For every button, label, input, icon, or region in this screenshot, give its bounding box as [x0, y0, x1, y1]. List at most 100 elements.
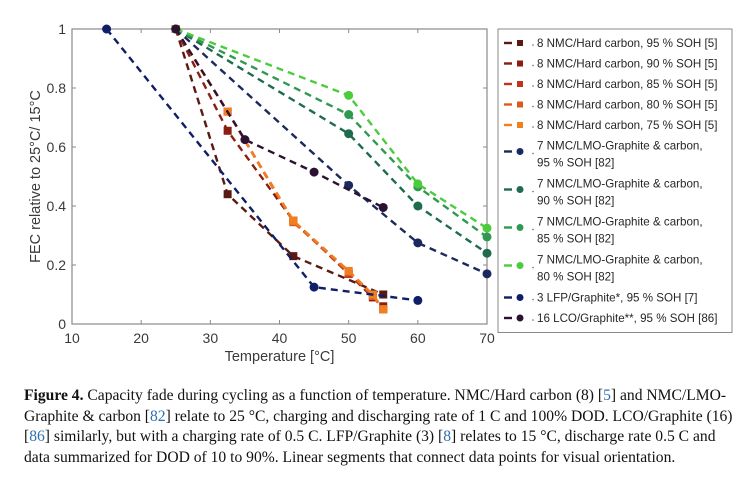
legend-dot — [532, 266, 534, 269]
data-point — [344, 90, 354, 100]
legend-label: 8 NMC/Hard carbon, 85 % SOH [5] — [537, 78, 717, 91]
legend-marker — [516, 314, 524, 322]
data-point — [482, 248, 492, 258]
x-tick-label: 10 — [64, 330, 80, 346]
legend-label: 7 NMC/LMO-Graphite & carbon, — [537, 254, 703, 267]
x-axis-label: Temperature [°C] — [225, 349, 335, 365]
legend-dot — [532, 126, 534, 128]
data-point — [413, 295, 423, 305]
citation-link[interactable]: 5 — [603, 387, 611, 404]
data-point — [309, 167, 319, 177]
x-tick-label: 40 — [272, 330, 288, 346]
x-tick-label: 30 — [203, 330, 219, 346]
legend-entry: 3 LFP/Graphite*, 95 % SOH [7] — [504, 292, 697, 305]
legend-label: 7 NMC/LMO-Graphite & carbon, — [537, 140, 703, 153]
caption-body: Capacity fade during cycling as a functi… — [24, 387, 733, 466]
data-point — [223, 190, 232, 199]
legend-dot — [532, 85, 534, 87]
legend-label: 8 NMC/Hard carbon, 80 % SOH [5] — [537, 99, 717, 112]
legend-label: 80 % SOH [82] — [537, 271, 614, 284]
legend-marker — [516, 294, 524, 301]
data-point — [482, 223, 492, 233]
y-tick-label: 0.6 — [47, 139, 67, 155]
legend-entry: 8 NMC/Hard carbon, 80 % SOH [5] — [504, 99, 717, 112]
legend-label: 8 NMC/Hard carbon, 90 % SOH [5] — [537, 58, 717, 71]
caption-text: ] relates to 15 °C, discharge rate 0.5 C… — [24, 428, 716, 466]
legend-marker — [517, 40, 523, 46]
legend-entry: 8 NMC/Hard carbon, 95 % SOH [5] — [504, 37, 717, 50]
caption-text: Capacity fade during cycling as a functi… — [83, 387, 604, 404]
legend-dot — [532, 64, 534, 67]
legend-entry: 7 NMC/LMO-Graphite & carbon, 85 % SOH [82… — [504, 216, 703, 246]
plot-frame — [71, 28, 488, 325]
series-line — [105, 28, 418, 302]
data-point — [379, 290, 388, 299]
legend-entry: 8 NMC/Hard carbon, 85 % SOH [5] — [504, 78, 717, 91]
y-tick-label: 1 — [58, 21, 66, 37]
legend-dot — [532, 105, 534, 108]
data-point — [171, 24, 181, 34]
citation-link[interactable]: 8 — [443, 428, 452, 446]
x-tick-label: 70 — [479, 330, 495, 346]
data-point — [344, 266, 353, 275]
legend-label: 95 % SOH [82] — [537, 157, 614, 170]
legend-dot — [532, 298, 534, 301]
legend-marker — [516, 186, 524, 193]
data-point — [289, 216, 298, 225]
legend-label: 7 NMC/LMO-Graphite & carbon, — [537, 216, 703, 229]
series-line — [175, 27, 488, 230]
caption-text: ] similarly, but with a charging rate of… — [44, 428, 444, 446]
legend-label: 8 NMC/Hard carbon, 95 % SOH [5] — [537, 37, 717, 50]
legend-marker — [517, 81, 523, 87]
legend-label: 85 % SOH [82] — [537, 233, 614, 246]
series-line — [174, 28, 488, 275]
citation-link[interactable]: 86 — [29, 428, 45, 446]
legend-dot — [532, 44, 534, 46]
data-point — [240, 135, 250, 145]
legend-label: 90 % SOH [82] — [537, 195, 614, 208]
legend-box — [497, 28, 733, 333]
legend-label: 16 LCO/Graphite**, 95 % SOH [86] — [537, 312, 717, 325]
series-line — [174, 28, 384, 209]
data-point — [309, 282, 319, 292]
series-11 — [171, 24, 388, 212]
legend-label: 8 NMC/Hard carbon, 75 % SOH [5] — [537, 119, 717, 132]
series-10 — [102, 24, 423, 305]
data-point — [344, 129, 354, 139]
plot-axes: 10 20 30 40 50 60 70 0 0.2 0.4 0.6 0.8 1 Temperature … — [28, 21, 495, 365]
legend-entry: 7 NMC/LMO-Graphite & carbon, 90 % SOH [82… — [504, 178, 703, 208]
x-tick-label: 50 — [341, 330, 357, 346]
x-tick-label: 60 — [410, 330, 426, 346]
caption-label: Figure 4. — [24, 387, 84, 404]
caption-text: ] relate to 25 °C, charging and discharg… — [24, 407, 733, 446]
data-point — [482, 232, 492, 242]
caption-text: ] and NMC/LMO- Graphite & carbon [ — [24, 387, 727, 425]
data-point — [344, 110, 354, 120]
y-tick-label: 0.2 — [47, 257, 67, 273]
legend-label: 3 LFP/Graphite*, 95 % SOH [7] — [537, 292, 697, 305]
chart: 10 20 30 40 50 60 70 0 0.2 0.4 0.6 0.8 1 Temperature … — [28, 21, 733, 365]
legend-marker — [517, 60, 523, 67]
series-line — [174, 28, 384, 296]
series-layer — [102, 24, 492, 314]
data-point — [413, 179, 423, 189]
legend-entry: 8 NMC/Hard carbon, 90 % SOH [5] — [504, 58, 717, 71]
data-point — [413, 238, 423, 248]
y-axis-label: FEC relative to 25°C/ 15°C — [28, 90, 44, 263]
legend-marker — [516, 148, 524, 155]
data-point — [482, 269, 492, 279]
legend-dot — [532, 228, 534, 231]
legend-entry: 8 NMC/Hard carbon, 75 % SOH [5] — [504, 119, 717, 132]
legend-dot — [532, 319, 534, 321]
legend-marker — [516, 224, 524, 231]
y-tick-label: 0.8 — [47, 80, 67, 96]
legend-entry: 7 NMC/LMO-Graphite & carbon, 80 % SOH [82… — [504, 254, 703, 284]
citation-link[interactable]: 82 — [150, 407, 166, 425]
legend-marker — [517, 122, 523, 128]
data-point — [223, 126, 232, 135]
y-tick-label: 0.4 — [47, 198, 67, 214]
legend-entry: 16 LCO/Graphite**, 95 % SOH [86] — [504, 312, 717, 325]
legend-entry: 7 NMC/LMO-Graphite & carbon, 95 % SOH [82… — [504, 140, 703, 170]
legend-dot — [532, 190, 534, 193]
legend: 8 NMC/Hard carbon, 95 % SOH [5] 8 NMC/Har… — [497, 28, 733, 333]
